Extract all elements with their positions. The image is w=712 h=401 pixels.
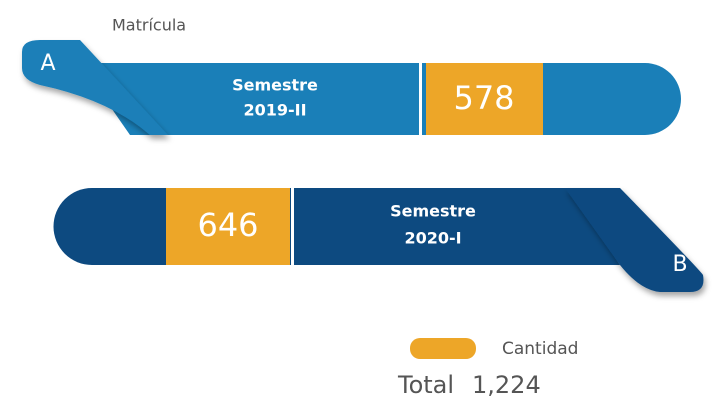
- label-b-2: 2020-I: [404, 229, 461, 248]
- value-b: 646: [197, 206, 258, 244]
- tab-a: [22, 40, 168, 135]
- tab-b: [565, 188, 704, 292]
- label-a-2: 2019-II: [243, 101, 306, 120]
- total-value: 1,224: [472, 371, 541, 399]
- label-a-1: Semestre: [232, 76, 318, 95]
- legend-label: Cantidad: [502, 339, 578, 359]
- legend-swatch: [410, 338, 476, 359]
- tag-b: B: [672, 252, 687, 277]
- value-a: 578: [453, 79, 514, 117]
- value-box-b: [166, 188, 290, 265]
- bar-b: [53, 188, 620, 265]
- value-box-a: [426, 63, 543, 135]
- bar-a: [80, 63, 681, 135]
- divider: [419, 63, 422, 135]
- label-b-1: Semestre: [390, 202, 476, 221]
- title: Matrícula: [112, 16, 186, 35]
- divider: [291, 188, 294, 265]
- total-label: Total: [397, 371, 454, 399]
- tag-a: A: [40, 51, 55, 76]
